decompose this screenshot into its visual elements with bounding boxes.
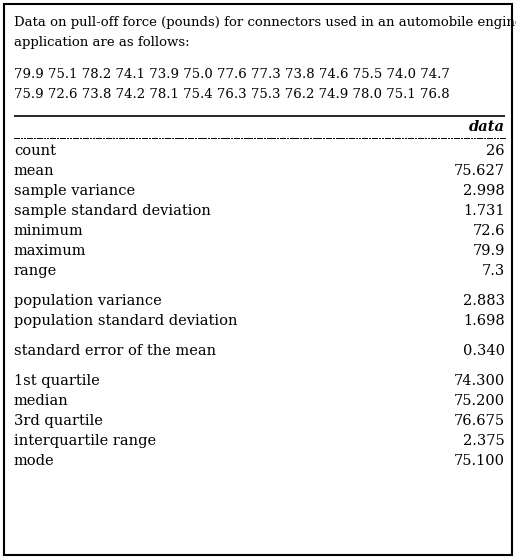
Text: data: data xyxy=(469,120,505,134)
Text: 1.731: 1.731 xyxy=(463,204,505,218)
Text: standard error of the mean: standard error of the mean xyxy=(14,344,216,358)
Text: 26: 26 xyxy=(487,144,505,158)
Text: range: range xyxy=(14,264,57,278)
Text: 72.6: 72.6 xyxy=(473,224,505,238)
Text: 76.675: 76.675 xyxy=(454,414,505,428)
Text: 75.627: 75.627 xyxy=(454,164,505,178)
Text: 75.9 72.6 73.8 74.2 78.1 75.4 76.3 75.3 76.2 74.9 78.0 75.1 76.8: 75.9 72.6 73.8 74.2 78.1 75.4 76.3 75.3 … xyxy=(14,88,449,101)
Text: median: median xyxy=(14,394,69,408)
Text: minimum: minimum xyxy=(14,224,84,238)
Text: interquartile range: interquartile range xyxy=(14,434,156,448)
Text: 75.200: 75.200 xyxy=(454,394,505,408)
Text: sample standard deviation: sample standard deviation xyxy=(14,204,211,218)
Text: 0.340: 0.340 xyxy=(463,344,505,358)
Text: Data on pull-off force (pounds) for connectors used in an automobile engine: Data on pull-off force (pounds) for conn… xyxy=(14,16,516,29)
Text: 2.998: 2.998 xyxy=(463,184,505,198)
Text: 79.9: 79.9 xyxy=(473,244,505,258)
Text: 2.375: 2.375 xyxy=(463,434,505,448)
Text: maximum: maximum xyxy=(14,244,87,258)
Text: mean: mean xyxy=(14,164,55,178)
Text: 1.698: 1.698 xyxy=(463,314,505,328)
Text: application are as follows:: application are as follows: xyxy=(14,36,189,49)
Text: 3rd quartile: 3rd quartile xyxy=(14,414,103,428)
Text: 79.9 75.1 78.2 74.1 73.9 75.0 77.6 77.3 73.8 74.6 75.5 74.0 74.7: 79.9 75.1 78.2 74.1 73.9 75.0 77.6 77.3 … xyxy=(14,68,450,81)
Text: 75.100: 75.100 xyxy=(454,454,505,468)
Text: count: count xyxy=(14,144,56,158)
Text: mode: mode xyxy=(14,454,55,468)
Text: 1st quartile: 1st quartile xyxy=(14,374,100,388)
Text: population variance: population variance xyxy=(14,294,162,308)
Text: population standard deviation: population standard deviation xyxy=(14,314,237,328)
Text: sample variance: sample variance xyxy=(14,184,135,198)
Text: 74.300: 74.300 xyxy=(454,374,505,388)
Text: 2.883: 2.883 xyxy=(463,294,505,308)
Text: 7.3: 7.3 xyxy=(482,264,505,278)
